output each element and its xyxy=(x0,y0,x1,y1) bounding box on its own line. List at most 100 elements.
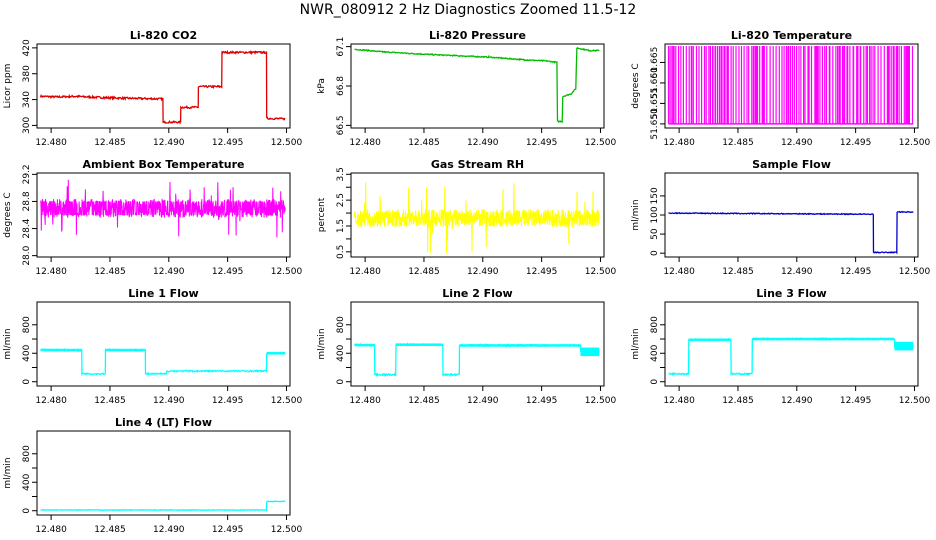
y-tick-label: 340 xyxy=(22,91,32,108)
plot-frame xyxy=(664,301,919,387)
y-tick-label: 2.5 xyxy=(336,193,346,207)
figure-title: NWR_080912 2 Hz Diagnostics Zoomed 11.5-… xyxy=(299,2,637,18)
x-tick-label: 12.490 xyxy=(153,525,185,535)
y-tick-label: 800 xyxy=(22,316,32,333)
x-tick-label: 12.500 xyxy=(899,138,931,148)
x-tick-label: 12.480 xyxy=(35,396,67,406)
series-line xyxy=(354,182,600,254)
plot-frame xyxy=(664,172,919,258)
y-axis-label: ml/min xyxy=(317,328,327,359)
x-tick-label: 12.490 xyxy=(153,267,185,277)
y-tick-label: 28.0 xyxy=(22,245,32,265)
y-axis-label: Licor ppm xyxy=(3,64,13,109)
x-tick-label: 12.485 xyxy=(408,396,440,406)
chart-title: Sample Flow xyxy=(752,158,831,171)
x-tick-label: 12.480 xyxy=(349,396,381,406)
x-tick-label: 12.500 xyxy=(271,138,303,148)
series-line xyxy=(354,47,600,124)
plot-frame xyxy=(36,172,291,258)
x-tick-label: 12.480 xyxy=(349,267,381,277)
series-noise-band xyxy=(354,343,375,347)
y-tick-label: 66.5 xyxy=(336,115,346,135)
series-line xyxy=(667,46,914,124)
series-noise-band xyxy=(266,351,286,355)
plot-frame xyxy=(350,172,605,258)
chart-title: Li-820 Pressure xyxy=(429,29,526,42)
x-tick-label: 12.480 xyxy=(35,267,67,277)
y-tick-label: 0 xyxy=(22,508,32,514)
x-tick-label: 12.480 xyxy=(35,525,67,535)
series-noise-band xyxy=(580,350,600,354)
x-tick-label: 12.495 xyxy=(212,396,244,406)
chart-line1: Line 1 Flow 12.480 12.485 12.490 12.495 12.50… xyxy=(3,287,302,406)
y-tick-label: 800 xyxy=(22,445,32,462)
plot-frame xyxy=(350,301,605,387)
y-axis-label: degrees C xyxy=(631,63,641,108)
x-tick-label: 12.500 xyxy=(271,525,303,535)
y-tick-label: 0 xyxy=(650,250,660,256)
x-tick-label: 12.500 xyxy=(585,138,617,148)
y-tick-label: 150 xyxy=(650,187,660,204)
plot-frame xyxy=(36,430,291,516)
x-tick-label: 12.495 xyxy=(526,267,558,277)
chart-title: Ambient Box Temperature xyxy=(83,158,245,171)
chart-temp: Li-820 Temperature 12.480 12.485 12.490 12.4… xyxy=(631,29,930,148)
chart-rh: Gas Stream RH 12.480 12.485 12.490 12.495 12.… xyxy=(317,158,616,277)
x-tick-label: 12.500 xyxy=(585,267,617,277)
y-tick-label: 0 xyxy=(336,379,346,385)
y-axis-label: percent xyxy=(317,197,327,232)
y-tick-label: 0.5 xyxy=(336,245,346,259)
y-tick-label: 67.1 xyxy=(336,37,346,57)
x-tick-label: 12.485 xyxy=(94,525,126,535)
y-tick-label: 420 xyxy=(22,39,32,56)
x-tick-label: 12.490 xyxy=(153,396,185,406)
chart-title: Line 1 Flow xyxy=(128,287,198,300)
x-tick-label: 12.480 xyxy=(349,138,381,148)
y-axis-label: ml/min xyxy=(631,199,641,230)
y-tick-label: 300 xyxy=(22,117,32,134)
series-noise-band xyxy=(894,344,914,348)
series-noise-band xyxy=(40,348,82,352)
chart-title: Gas Stream RH xyxy=(431,158,524,171)
series-noise-band xyxy=(688,338,731,342)
y-tick-label: 29.2 xyxy=(22,164,32,184)
y-tick-label: 400 xyxy=(650,344,660,361)
y-tick-label: 3.5 xyxy=(336,167,346,181)
y-tick-label: 400 xyxy=(336,344,346,361)
x-tick-label: 12.495 xyxy=(840,396,872,406)
series-noise-band xyxy=(105,348,146,352)
x-tick-label: 12.485 xyxy=(94,267,126,277)
y-axis-label: ml/min xyxy=(3,328,13,359)
y-tick-label: 400 xyxy=(22,473,32,490)
chart-co2: Li-820 CO2 12.480 12.485 12.490 12.495 12.500… xyxy=(3,29,302,148)
x-tick-label: 12.490 xyxy=(781,267,813,277)
x-tick-label: 12.480 xyxy=(663,138,695,148)
x-tick-label: 12.500 xyxy=(271,396,303,406)
chart-box: Ambient Box Temperature 12.480 12.485 12.49… xyxy=(3,158,302,277)
chart-line3: Line 3 Flow 12.480 12.485 12.490 12.495 12.50… xyxy=(631,287,930,406)
y-tick-label: 380 xyxy=(22,65,32,82)
y-axis-label: ml/min xyxy=(3,457,13,488)
x-tick-label: 12.490 xyxy=(781,396,813,406)
x-tick-label: 12.495 xyxy=(212,267,244,277)
x-tick-label: 12.495 xyxy=(840,138,872,148)
x-tick-label: 12.490 xyxy=(467,138,499,148)
plot-frame xyxy=(664,43,919,129)
y-axis-label: ml/min xyxy=(631,328,641,359)
x-tick-label: 12.495 xyxy=(212,138,244,148)
series-line xyxy=(668,210,914,255)
chart-title: Line 3 Flow xyxy=(756,287,826,300)
chart-title: Line 4 (LT) Flow xyxy=(115,416,212,429)
y-tick-label: 51.655 xyxy=(650,88,660,120)
y-axis-label: degrees C xyxy=(3,192,13,237)
y-tick-label: 51.665 xyxy=(650,47,660,79)
y-tick-label: 1.5 xyxy=(336,219,346,233)
y-tick-label: 0 xyxy=(650,379,660,385)
y-tick-label: 28.4 xyxy=(22,218,32,238)
x-tick-label: 12.485 xyxy=(408,267,440,277)
y-tick-label: 100 xyxy=(650,206,660,223)
series-line xyxy=(39,49,286,125)
series-line xyxy=(40,500,286,512)
y-tick-label: 66.8 xyxy=(336,76,346,96)
x-tick-label: 12.485 xyxy=(722,267,754,277)
